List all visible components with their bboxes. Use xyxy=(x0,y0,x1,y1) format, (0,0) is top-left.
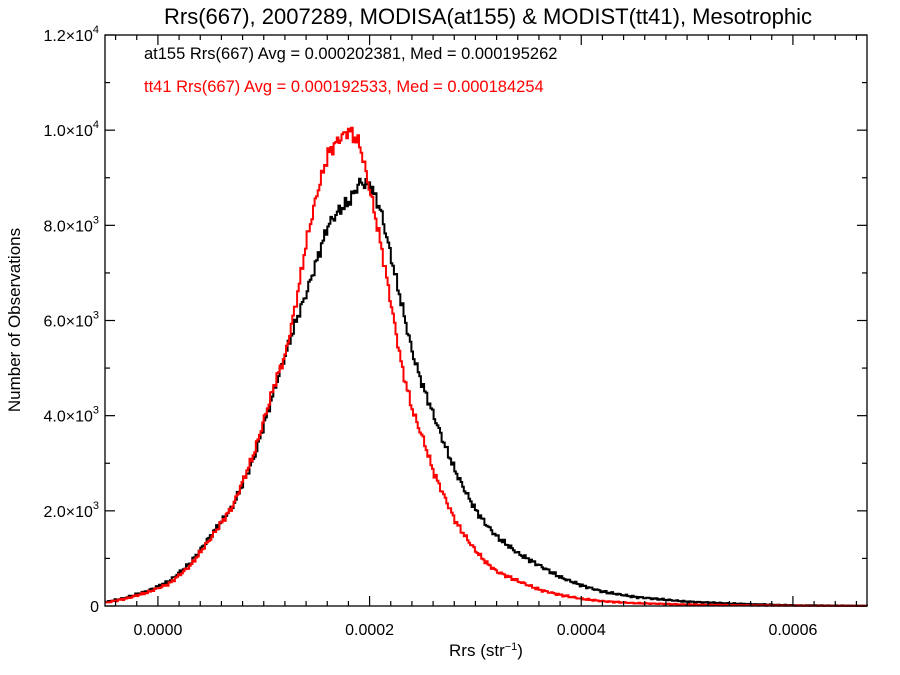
y-axis-label: Number of Observations xyxy=(5,228,24,412)
x-tick-label: 0.0004 xyxy=(557,622,606,639)
plot-area xyxy=(105,126,868,607)
histogram-series-1 xyxy=(105,126,867,607)
histogram-series-0 xyxy=(105,177,868,607)
x-tick-label: 0.0006 xyxy=(768,622,817,639)
y-tick-label: 1.2×104 xyxy=(43,24,99,45)
x-tick-label: 0.0002 xyxy=(345,622,394,639)
y-tick-label: 6.0×103 xyxy=(43,310,99,331)
x-axis-label: Rrs (str−1) xyxy=(449,641,523,660)
stats-annotation-at155: at155 Rrs(667) Avg = 0.000202381, Med = … xyxy=(144,45,557,63)
chart-title: Rrs(667), 2007289, MODISA(at155) & MODIS… xyxy=(164,4,812,29)
x-tick-label: 0.0000 xyxy=(133,622,182,639)
y-axis: 0 2.0×103 4.0×103 6.0×103 8.0×103 1.0×104 1.2×… xyxy=(43,24,867,616)
stats-annotation-tt41: tt41 Rrs(667) Avg = 0.000192533, Med = 0… xyxy=(144,78,544,96)
y-tick-label: 2.0×103 xyxy=(43,500,99,521)
y-tick-label: 8.0×103 xyxy=(43,214,99,235)
y-tick-label: 0 xyxy=(90,599,99,616)
y-tick-label: 1.0×104 xyxy=(43,119,99,140)
x-axis: 0.0000 0.0002 0.0004 0.0006 xyxy=(114,35,858,639)
plot-frame xyxy=(104,34,868,607)
y-tick-label: 4.0×103 xyxy=(43,405,99,426)
